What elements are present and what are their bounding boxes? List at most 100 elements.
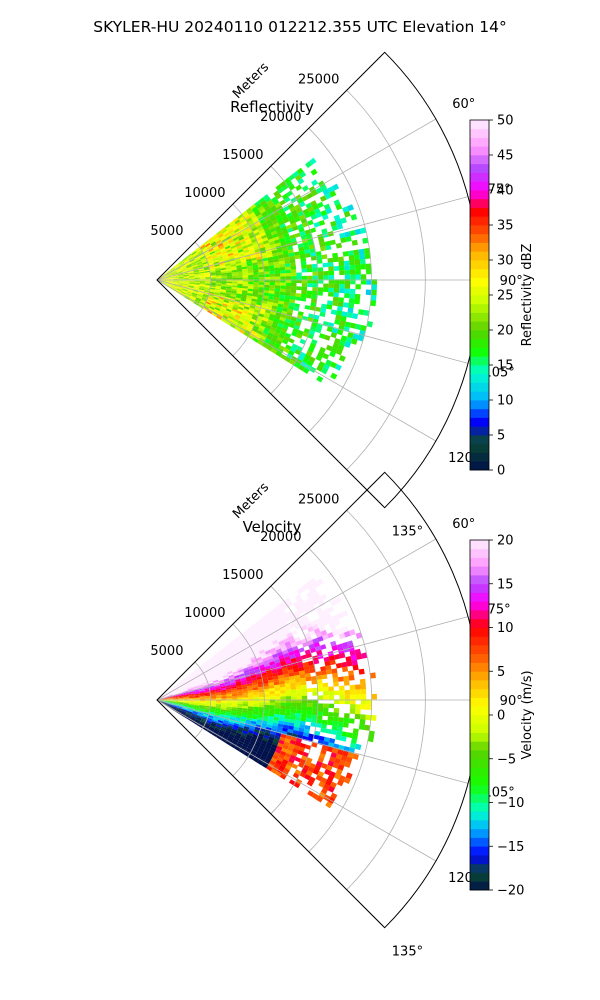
azimuth-gridline xyxy=(156,616,469,701)
velocity-cell xyxy=(290,706,297,710)
reflectivity-cell xyxy=(178,261,184,266)
velocity-cell xyxy=(306,688,313,693)
velocity-cell xyxy=(342,750,349,757)
velocity-cell xyxy=(287,669,294,674)
velocity-cell xyxy=(207,657,213,662)
reflectivity-cell xyxy=(269,313,276,319)
reflectivity-cell xyxy=(252,267,259,271)
reflectivity-cell xyxy=(321,228,328,234)
velocity-cell xyxy=(215,693,222,696)
velocity-cell xyxy=(178,681,184,686)
reflectivity-cell xyxy=(204,252,210,256)
velocity-cell xyxy=(182,689,188,692)
velocity-cell xyxy=(350,699,356,705)
velocity-cell xyxy=(215,670,221,674)
reflectivity-cell xyxy=(208,294,214,297)
reflectivity-cell xyxy=(227,237,233,242)
velocity-cell xyxy=(194,697,200,699)
velocity-cell xyxy=(283,625,290,632)
velocity-cell xyxy=(232,668,238,673)
reflectivity-cell xyxy=(338,265,345,271)
reflectivity-cell xyxy=(250,204,257,210)
reflectivity-cell xyxy=(242,245,248,250)
reflectivity-cell xyxy=(182,269,188,273)
reflectivity-cell xyxy=(320,246,327,252)
velocity-cell xyxy=(278,640,285,646)
velocity-cell xyxy=(194,700,200,702)
reflectivity-cell xyxy=(349,269,356,275)
velocity-cell xyxy=(178,700,184,702)
velocity-cell xyxy=(167,701,173,702)
reflectivity-cell xyxy=(224,261,231,265)
velocity-cell xyxy=(315,631,323,638)
reflectivity-cell xyxy=(291,209,298,216)
reflectivity-cell xyxy=(299,253,306,259)
velocity-cell xyxy=(191,671,197,676)
velocity-cell xyxy=(325,764,333,772)
reflectivity-cell xyxy=(331,225,338,232)
reflectivity-cell xyxy=(248,231,254,237)
velocity-cell xyxy=(193,706,200,709)
reflectivity-cell xyxy=(300,297,307,302)
azimuth-tick-label: 75° xyxy=(488,182,511,197)
reflectivity-cell xyxy=(302,241,309,247)
velocity-cell xyxy=(220,706,227,709)
velocity-cell xyxy=(355,743,362,751)
velocity-cell xyxy=(293,723,300,728)
velocity-cell xyxy=(275,759,282,766)
reflectivity-cell xyxy=(189,277,195,279)
reflectivity-cell xyxy=(223,313,230,318)
reflectivity-cell xyxy=(219,264,226,268)
velocity-cell xyxy=(248,692,254,696)
reflectivity-cell xyxy=(225,291,232,295)
reflectivity-cell xyxy=(333,266,340,271)
reflectivity-cell xyxy=(250,214,257,220)
reflectivity-cell xyxy=(248,281,254,285)
velocity-cell xyxy=(162,698,168,700)
reflectivity-cell xyxy=(199,253,205,258)
reflectivity-cell xyxy=(290,265,297,270)
reflectivity-cell xyxy=(229,296,236,300)
reflectivity-cell xyxy=(280,285,286,290)
velocity-cell xyxy=(221,696,227,699)
velocity-cell xyxy=(269,633,276,640)
reflectivity-cell xyxy=(274,342,281,349)
reflectivity-cell xyxy=(222,315,229,320)
reflectivity-cell xyxy=(236,289,243,293)
velocity-cell xyxy=(279,610,287,617)
reflectivity-cell xyxy=(191,263,197,267)
velocity-cell xyxy=(253,704,259,708)
velocity-cell xyxy=(258,704,265,708)
reflectivity-cell xyxy=(206,257,213,261)
reflectivity-cell xyxy=(274,282,281,286)
reflectivity-cell xyxy=(162,280,168,282)
velocity-cell xyxy=(171,690,177,694)
reflectivity-cell xyxy=(364,253,371,259)
reflectivity-cell xyxy=(320,209,328,217)
reflectivity-cell xyxy=(333,199,341,206)
velocity-cell xyxy=(237,705,243,709)
reflectivity-cell xyxy=(328,266,334,272)
radial-tick-label: 15000 xyxy=(222,568,263,583)
velocity-cell xyxy=(204,708,210,711)
velocity-cell xyxy=(305,717,312,723)
velocity-cell xyxy=(311,742,318,748)
velocity-cell xyxy=(317,636,324,642)
reflectivity-cell xyxy=(316,375,324,383)
velocity-cell xyxy=(190,716,196,721)
reflectivity-cell xyxy=(283,335,290,342)
velocity-cell xyxy=(296,688,302,693)
reflectivity-cell xyxy=(325,344,333,352)
velocity-cell xyxy=(298,621,306,628)
reflectivity-cell xyxy=(251,238,258,244)
velocity-cell xyxy=(224,715,231,718)
reflectivity-cell xyxy=(157,279,163,280)
reflectivity-cell xyxy=(189,280,195,282)
velocity-cell xyxy=(237,697,243,700)
reflectivity-cell xyxy=(264,312,271,317)
velocity-cell xyxy=(332,630,339,637)
velocity-cell xyxy=(318,625,326,633)
velocity-cell xyxy=(214,656,220,662)
velocity-cell xyxy=(283,637,290,644)
velocity-cell xyxy=(294,674,301,680)
